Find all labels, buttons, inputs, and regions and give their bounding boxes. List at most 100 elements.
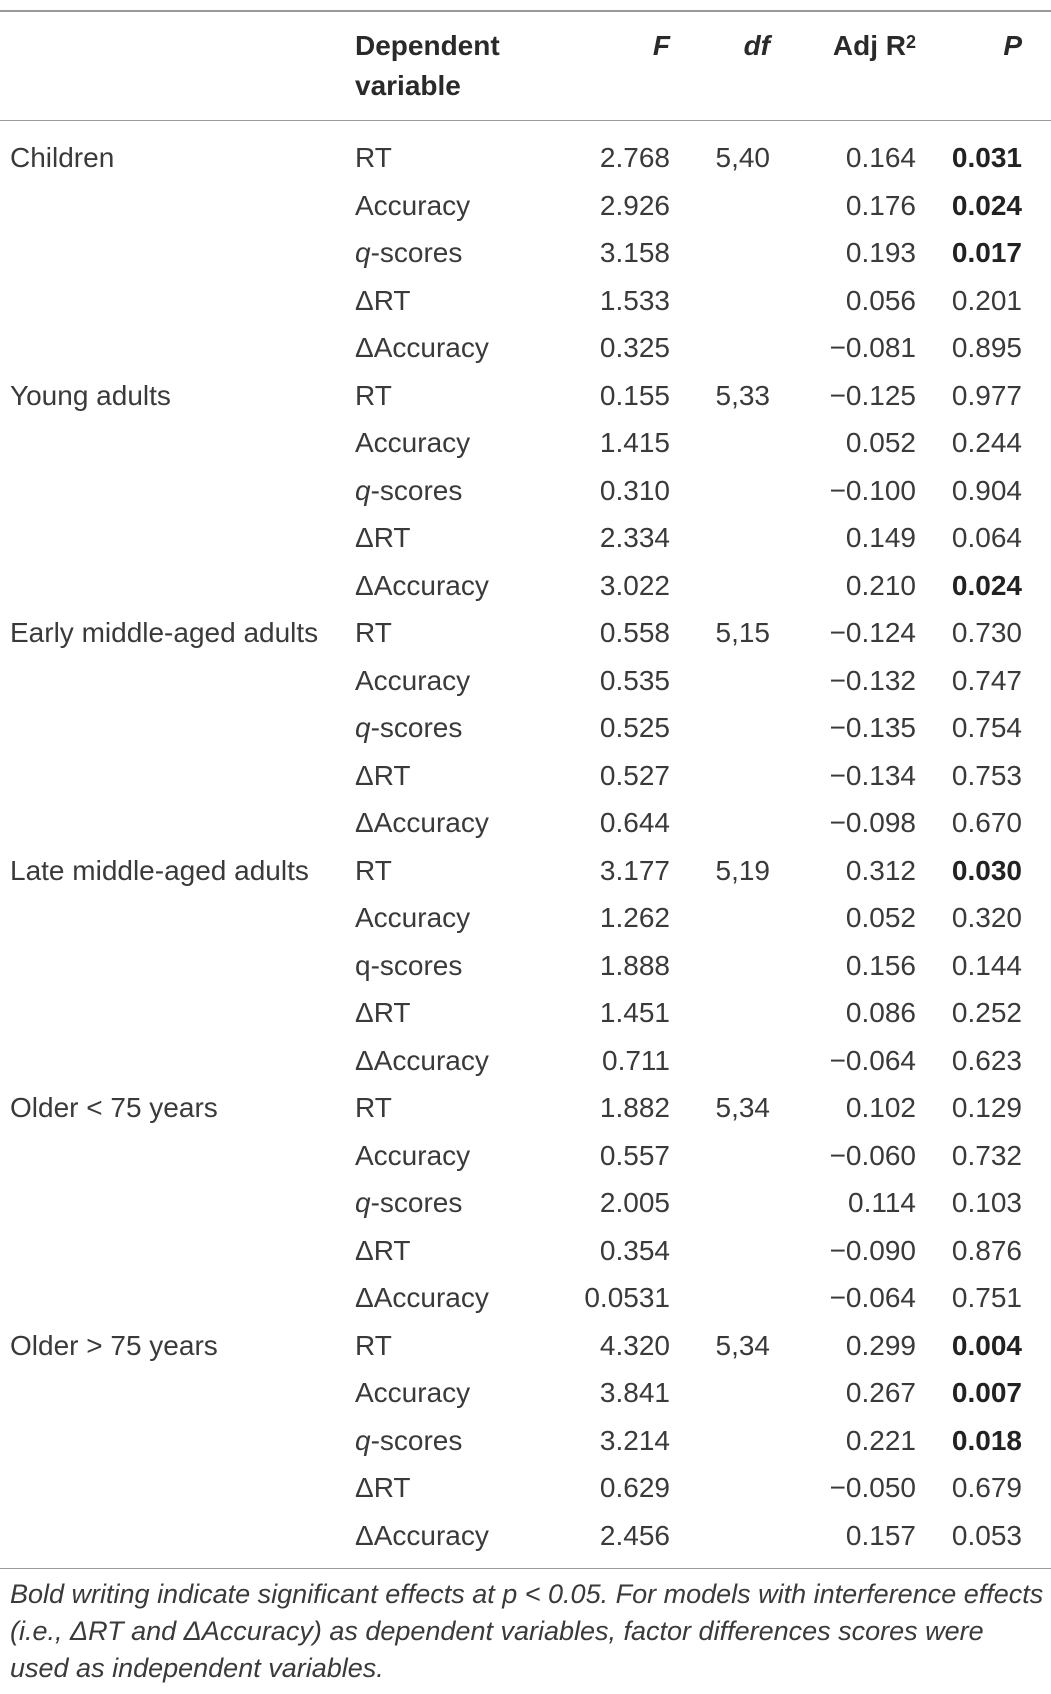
dependent-variable-italic-prefix: q xyxy=(355,712,371,743)
dependent-variable-text: ΔRT xyxy=(355,284,411,316)
dependent-variable-text: Accuracy xyxy=(355,664,471,696)
adj-r2-cell: 0.312 xyxy=(845,854,916,886)
f-cell: 0.525 xyxy=(599,712,670,743)
table-row: ΔRT 0.354 −0.090 0.876 xyxy=(0,1227,1051,1275)
p-cell: 0.753 xyxy=(951,759,1022,791)
dependent-variable-text: ΔRT xyxy=(355,522,411,553)
dependent-variable-text: ΔRT xyxy=(355,997,411,1028)
dependent-variable-text: -scores xyxy=(370,237,463,268)
dependent-variable-cell: ΔAccuracy xyxy=(355,1512,489,1560)
dependent-variable-cell: Accuracy xyxy=(355,1132,470,1180)
f-cell: 0.0531 xyxy=(584,1282,670,1313)
dependent-variable-text: RT xyxy=(355,854,392,886)
dependent-variable-text: RT xyxy=(355,1092,392,1123)
dependent-variable-text: ΔAccuracy xyxy=(355,1282,489,1313)
f-cell: 2.926 xyxy=(599,189,670,221)
dependent-variable-cell: RT xyxy=(355,372,392,420)
f-cell: 0.711 xyxy=(602,1044,670,1076)
dependent-variable-italic-prefix: q xyxy=(355,1424,371,1456)
adj-r2-cell: 0.210 xyxy=(845,569,916,601)
dependent-variable-cell: q-scores xyxy=(355,704,462,752)
p-cell: 0.064 xyxy=(951,522,1022,553)
adj-r2-cell: −0.060 xyxy=(829,1139,916,1171)
p-cell: 0.030 xyxy=(951,854,1022,886)
table-row: ΔAccuracy 0.0531 −0.064 0.751 xyxy=(0,1274,1051,1322)
adj-r2-cell: 0.052 xyxy=(845,902,916,933)
table-row: Children RT 2.768 5,40 0.164 0.031 xyxy=(0,134,1051,182)
f-cell: 0.557 xyxy=(599,1139,670,1171)
dependent-variable-cell: q-scores xyxy=(355,942,462,990)
p-cell: 0.103 xyxy=(951,1187,1022,1218)
table-row: Young adults RT 0.155 5,33 −0.125 0.977 xyxy=(0,372,1051,420)
dependent-variable-cell: Accuracy xyxy=(355,182,470,230)
df-cell: 5,19 xyxy=(715,854,771,886)
adj-r2-cell: −0.050 xyxy=(829,1472,916,1503)
f-cell: 0.558 xyxy=(599,617,670,648)
p-cell: 0.053 xyxy=(951,1519,1022,1551)
table-row: ΔRT 1.451 0.086 0.252 xyxy=(0,989,1051,1037)
dependent-variable-text: RT xyxy=(355,1329,392,1361)
dependent-variable-text: Accuracy xyxy=(355,1139,471,1171)
adj-r2-cell: −0.098 xyxy=(829,807,916,838)
dependent-variable-cell: RT xyxy=(355,609,392,657)
table-row: q-scores 1.888 0.156 0.144 xyxy=(0,942,1051,990)
adj-r2-cell: 0.193 xyxy=(845,237,916,268)
table-row: ΔRT 1.533 0.056 0.201 xyxy=(0,277,1051,325)
p-cell: 0.007 xyxy=(951,1377,1022,1408)
table-row: Accuracy 1.262 0.052 0.320 xyxy=(0,894,1051,942)
header-df: df xyxy=(743,30,770,61)
header-p: P xyxy=(1003,30,1022,61)
f-cell: 0.535 xyxy=(599,664,670,696)
table-row: ΔRT 0.629 −0.050 0.679 xyxy=(0,1464,1051,1512)
dependent-variable-text: -scores xyxy=(370,474,463,506)
dependent-variable-text: ΔAccuracy xyxy=(355,332,489,363)
table-row: Accuracy 2.926 0.176 0.024 xyxy=(0,182,1051,230)
p-cell: 0.031 xyxy=(951,142,1022,173)
dependent-variable-cell: q-scores xyxy=(355,1179,462,1227)
table-row: ΔRT 0.527 −0.134 0.753 xyxy=(0,752,1051,800)
adj-r2-cell: 0.299 xyxy=(845,1329,916,1361)
adj-r2-cell: −0.064 xyxy=(829,1282,916,1313)
f-cell: 2.768 xyxy=(599,142,670,173)
df-cell: 5,34 xyxy=(715,1092,771,1123)
table-row: ΔAccuracy 3.022 0.210 0.024 xyxy=(0,562,1051,610)
dependent-variable-cell: ΔRT xyxy=(355,752,411,800)
dependent-variable-text: ΔAccuracy xyxy=(355,1519,489,1551)
f-cell: 4.320 xyxy=(599,1329,670,1361)
dependent-variable-text: ΔAccuracy xyxy=(355,1044,489,1076)
dependent-variable-cell: Accuracy xyxy=(355,894,470,942)
table-row: Accuracy 1.415 0.052 0.244 xyxy=(0,419,1051,467)
table-row: Accuracy 0.557 −0.060 0.732 xyxy=(0,1132,1051,1180)
f-cell: 3.022 xyxy=(599,569,670,601)
header-dependent-variable: Dependent variable xyxy=(355,30,500,101)
p-cell: 0.024 xyxy=(951,189,1022,221)
table-body: Children RT 2.768 5,40 0.164 0.031 Accuracy 2.9… xyxy=(0,134,1051,1559)
f-cell: 0.644 xyxy=(599,807,670,838)
p-cell: 0.623 xyxy=(951,1044,1022,1076)
p-cell: 0.670 xyxy=(951,807,1022,838)
dependent-variable-cell: ΔAccuracy xyxy=(355,1274,489,1322)
p-cell: 0.751 xyxy=(951,1282,1022,1313)
adj-r2-cell: 0.176 xyxy=(845,189,916,221)
dependent-variable-text: Accuracy xyxy=(355,189,471,221)
adj-r2-cell: 0.221 xyxy=(845,1424,916,1456)
df-cell: 5,34 xyxy=(715,1329,771,1361)
f-cell: 0.325 xyxy=(599,332,670,363)
group-cell: Early middle-aged adults xyxy=(10,617,319,648)
table-row: q-scores 2.005 0.114 0.103 xyxy=(0,1179,1051,1227)
f-cell: 2.334 xyxy=(599,522,670,553)
f-cell: 0.310 xyxy=(599,474,670,506)
f-cell: 3.841 xyxy=(599,1377,670,1408)
f-cell: 0.527 xyxy=(599,759,670,791)
table-row: ΔAccuracy 0.325 −0.081 0.895 xyxy=(0,324,1051,372)
table-row: ΔRT 2.334 0.149 0.064 xyxy=(0,514,1051,562)
p-cell: 0.754 xyxy=(951,712,1022,743)
f-cell: 0.155 xyxy=(599,379,670,411)
p-cell: 0.904 xyxy=(951,474,1022,506)
table-row: q-scores 0.310 −0.100 0.904 xyxy=(0,467,1051,515)
dependent-variable-cell: RT xyxy=(355,1084,392,1132)
adj-r2-cell: −0.125 xyxy=(829,379,916,411)
table-row: ΔAccuracy 2.456 0.157 0.053 xyxy=(0,1512,1051,1560)
p-cell: 0.004 xyxy=(951,1329,1022,1361)
